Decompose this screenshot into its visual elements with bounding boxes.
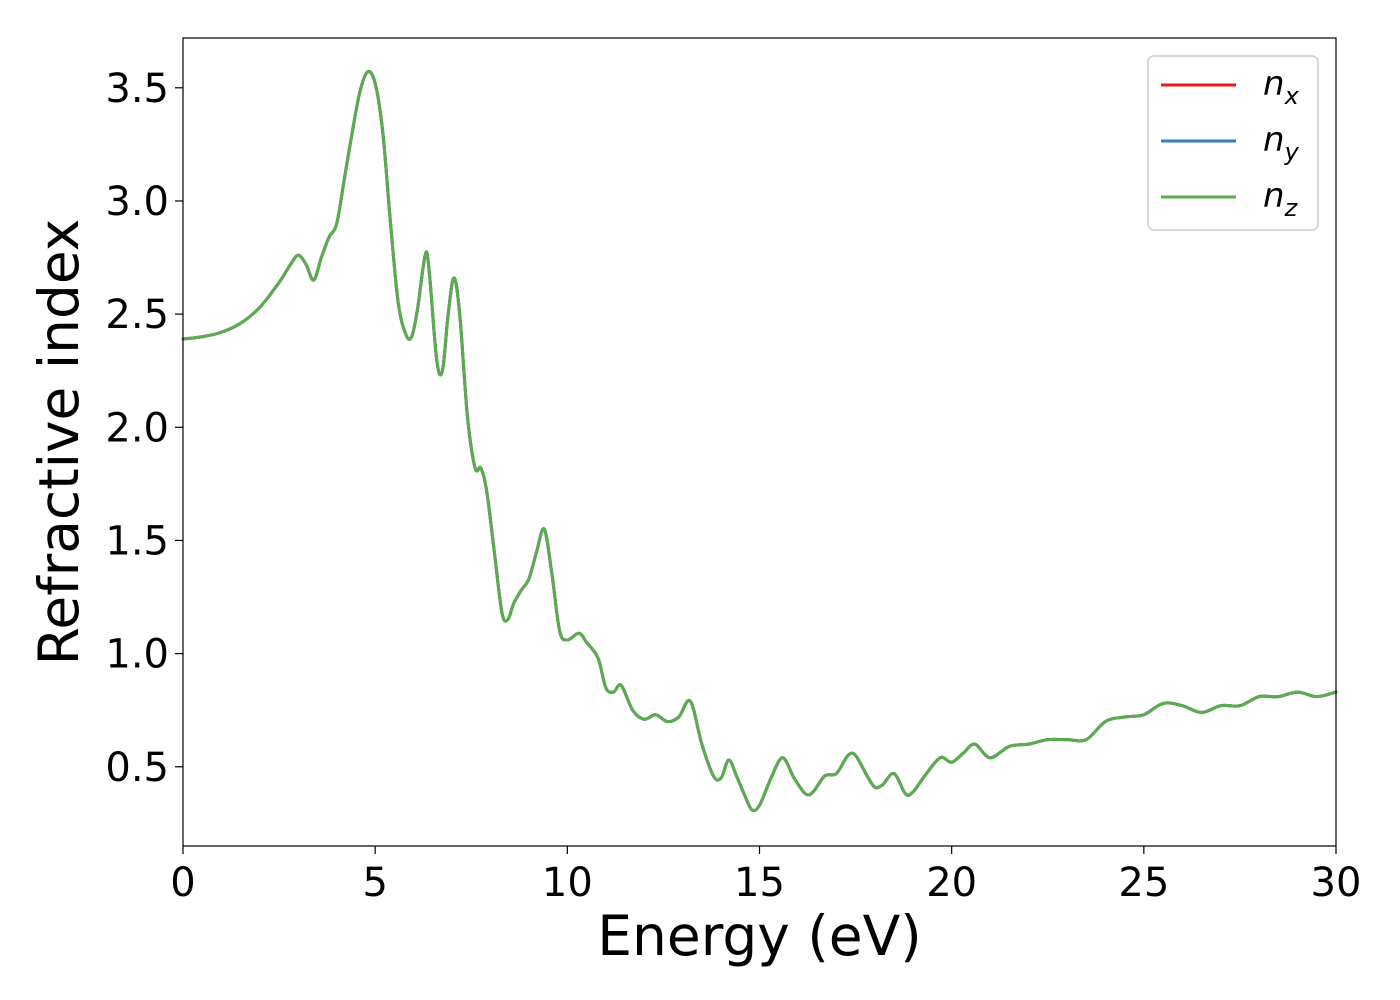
legend-label: nz: [1263, 176, 1299, 222]
legend-box: [1147, 55, 1319, 231]
y-tick-label: 2.5: [105, 292, 169, 338]
series-line-nz: [181, 70, 1338, 813]
x-axis-ticks: 0 5 10 15 20 25 30: [170, 846, 1361, 906]
x-tick-label: 5: [362, 860, 387, 906]
x-tick-label: 0: [170, 860, 195, 906]
legend-subscript: x: [1284, 82, 1300, 110]
y-tick-label: 2.0: [105, 405, 169, 451]
legend-subscript: y: [1284, 138, 1300, 166]
x-tick-label: 20: [926, 860, 977, 906]
y-axis-ticks: 0.5 1.0 1.5 2.0 2.5 3.0 3.5: [105, 66, 183, 791]
series-lines: [181, 70, 1338, 813]
x-tick-label: 25: [1118, 860, 1169, 906]
x-tick-label: 15: [734, 860, 785, 906]
legend-label: nx: [1263, 64, 1300, 110]
y-tick-label: 0.5: [105, 745, 169, 791]
y-tick-label: 1.5: [105, 518, 169, 564]
legend-symbol: n: [1263, 176, 1285, 216]
x-tick-label: 10: [542, 860, 593, 906]
legend-symbol: n: [1263, 120, 1285, 160]
y-tick-label: 3.0: [105, 179, 169, 225]
legend-symbol: n: [1263, 64, 1285, 104]
legend-subscript: z: [1284, 194, 1299, 222]
x-tick-label: 30: [1311, 860, 1362, 906]
y-axis-label: Refractive index: [27, 219, 91, 666]
x-axis-label: Energy (eV): [597, 904, 921, 968]
legend-label: ny: [1263, 120, 1300, 166]
y-tick-label: 1.0: [105, 632, 169, 678]
y-tick-label: 3.5: [105, 66, 169, 112]
